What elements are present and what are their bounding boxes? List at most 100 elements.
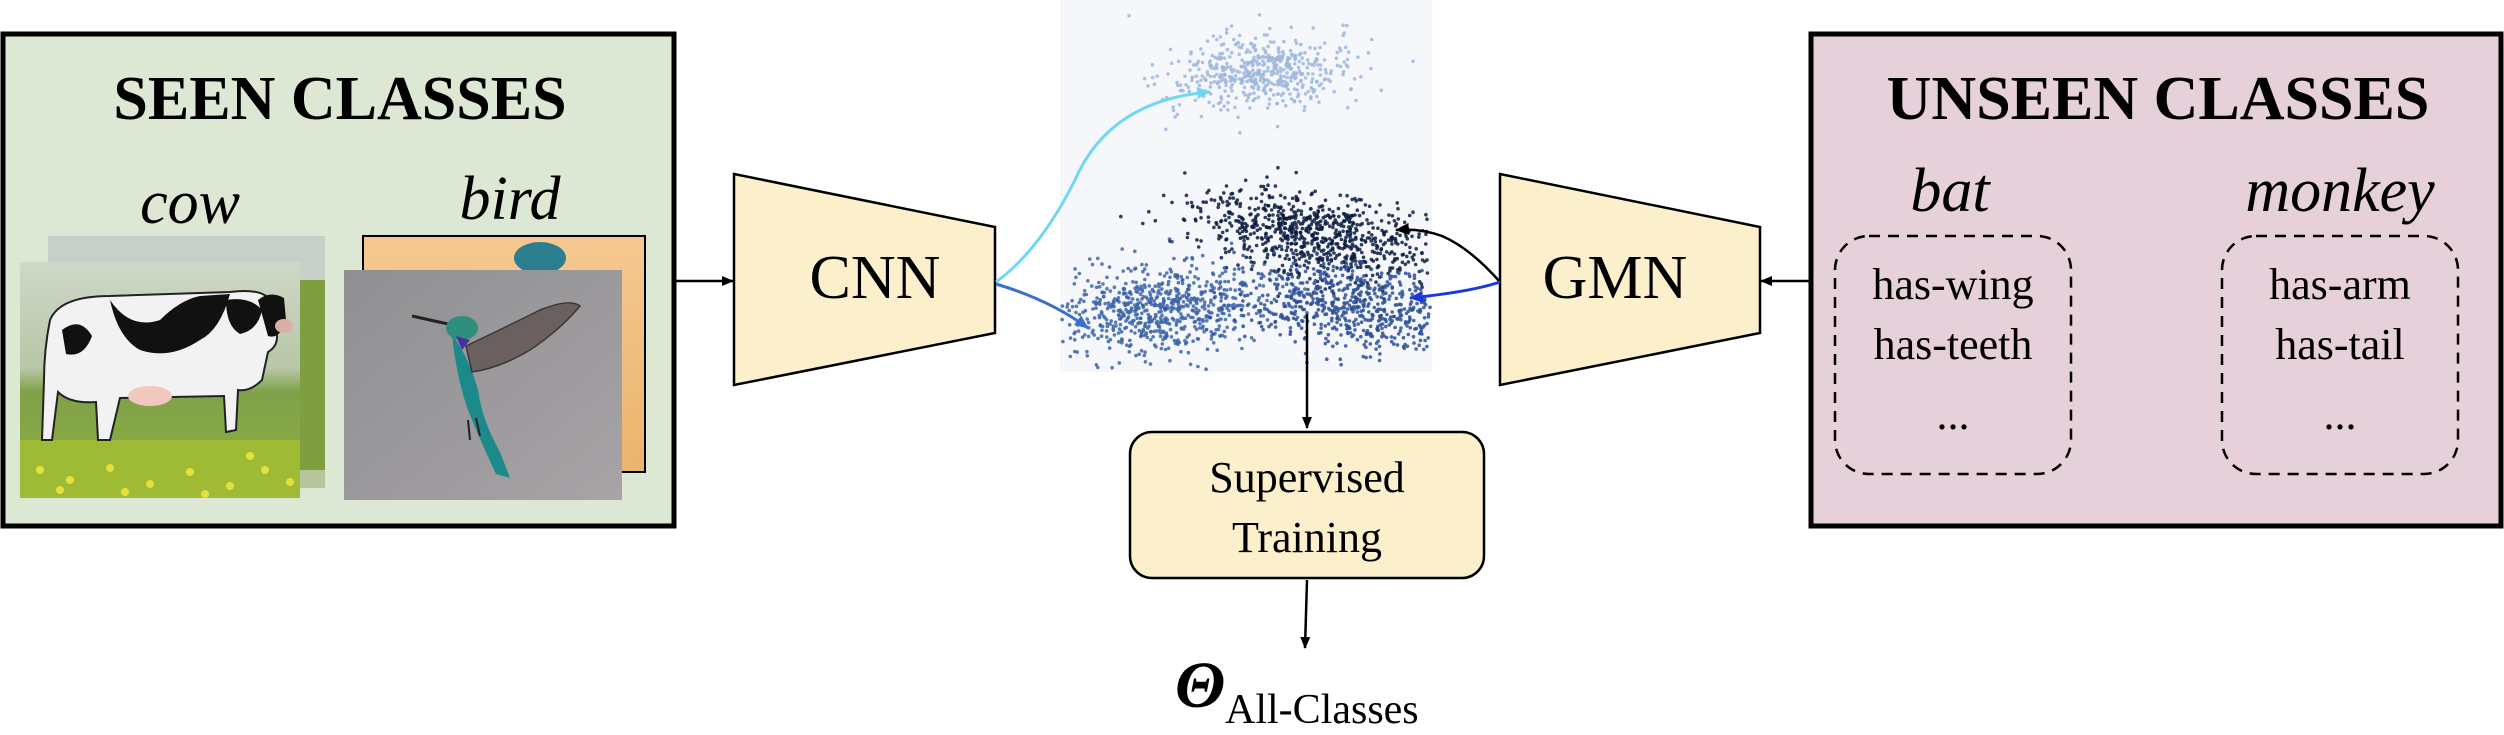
embedding-point xyxy=(1369,267,1373,271)
embedding-point xyxy=(1331,264,1336,269)
embedding-point xyxy=(1232,250,1236,255)
embedding-point xyxy=(1392,252,1397,256)
embedding-point xyxy=(1333,274,1338,278)
embedding-point xyxy=(1159,282,1164,287)
embedding-point xyxy=(1251,279,1256,283)
embedding-point xyxy=(1127,13,1131,18)
embedding-point xyxy=(1133,325,1138,329)
embedding-point xyxy=(1205,280,1209,284)
embedding-point xyxy=(1086,334,1091,339)
embedding-point xyxy=(1355,275,1360,280)
embedding-point xyxy=(1310,253,1314,258)
embedding-point xyxy=(1345,105,1350,110)
embedding-point xyxy=(1160,313,1164,318)
embedding-point xyxy=(1159,346,1164,351)
embedding-point xyxy=(1158,272,1162,276)
embedding-point xyxy=(1281,52,1286,57)
embedding-point xyxy=(1287,257,1291,262)
embedding-point xyxy=(1129,292,1133,296)
embedding-point xyxy=(1143,277,1147,282)
embedding-point xyxy=(1198,322,1202,326)
embedding-point xyxy=(1068,336,1073,340)
embedding-point xyxy=(1091,300,1096,304)
embedding-point xyxy=(1278,216,1283,221)
embedding-point xyxy=(1344,267,1348,272)
embedding-point xyxy=(1097,280,1101,285)
embedding-point xyxy=(1283,83,1287,88)
embedding-point xyxy=(1382,256,1387,261)
embedding-point xyxy=(1277,267,1281,272)
embedding-point xyxy=(1315,236,1319,241)
embedding-point xyxy=(1140,311,1144,316)
embedding-point xyxy=(1271,223,1275,228)
embedding-point xyxy=(1288,92,1292,96)
embedding-point xyxy=(1200,60,1205,65)
embedding-point xyxy=(1179,88,1184,93)
embedding-point xyxy=(1110,302,1114,307)
embedding-point xyxy=(1395,201,1399,205)
embedding-point xyxy=(1353,259,1358,263)
embedding-point xyxy=(1139,334,1143,338)
embedding-point xyxy=(1366,283,1371,287)
embedding-point xyxy=(1231,196,1236,200)
embedding-point xyxy=(1266,59,1270,63)
embedding-point xyxy=(1286,55,1290,60)
embedding-point xyxy=(1115,276,1119,280)
embedding-point xyxy=(1315,296,1319,301)
embedding-point xyxy=(1369,66,1373,71)
embedding-point xyxy=(1277,221,1281,225)
embedding-point xyxy=(1164,127,1168,132)
embedding-point xyxy=(1323,287,1328,291)
embedding-point xyxy=(1066,302,1070,306)
embedding-point xyxy=(1311,300,1315,305)
embedding-point xyxy=(1293,299,1298,303)
embedding-point xyxy=(1357,197,1362,202)
embedding-point xyxy=(1169,335,1174,339)
embedding-point xyxy=(1374,347,1378,351)
embedding-point xyxy=(1300,254,1304,259)
embedding-point xyxy=(1269,208,1274,212)
embedding-point xyxy=(1425,321,1429,326)
embedding-point xyxy=(1245,293,1250,298)
embedding-point xyxy=(1354,317,1358,322)
embedding-point xyxy=(1240,58,1244,62)
embedding-point xyxy=(1378,352,1382,356)
embedding-point xyxy=(1348,233,1353,237)
embedding-point xyxy=(1333,231,1338,235)
embedding-point xyxy=(1349,306,1354,311)
embedding-point xyxy=(1254,196,1259,201)
embedding-point xyxy=(1135,298,1140,302)
embedding-point xyxy=(1249,212,1253,216)
embedding-point xyxy=(1288,304,1292,308)
embedding-point xyxy=(1295,82,1300,86)
embedding-point xyxy=(1322,252,1326,257)
embedding-point xyxy=(1168,327,1173,332)
embedding-point xyxy=(1250,264,1255,268)
embedding-point xyxy=(1229,50,1234,55)
embedding-point xyxy=(1226,94,1231,98)
embedding-point xyxy=(1408,306,1412,311)
embedding-point xyxy=(1285,245,1290,249)
embedding-point xyxy=(1358,265,1363,270)
embedding-point xyxy=(1276,92,1280,96)
embedding-point xyxy=(1209,81,1213,85)
embedding-point xyxy=(1333,218,1338,222)
embedding-point xyxy=(1173,115,1177,119)
embedding-point xyxy=(1364,332,1369,337)
embedding-point xyxy=(1194,327,1199,332)
embedding-point xyxy=(1417,280,1422,284)
embedding-point xyxy=(1339,237,1344,242)
embedding-point xyxy=(1150,75,1155,80)
embedding-point xyxy=(1278,193,1283,198)
embedding-point xyxy=(1281,91,1286,96)
embedding-point xyxy=(1288,329,1293,334)
embedding-point xyxy=(1117,290,1121,295)
embedding-point xyxy=(1249,76,1254,81)
embedding-point xyxy=(1256,95,1261,99)
embedding-point xyxy=(1251,45,1256,50)
embedding-point xyxy=(1118,322,1123,327)
embedding-point xyxy=(1306,252,1311,257)
embedding-point xyxy=(1240,229,1245,234)
embedding-point xyxy=(1358,314,1362,318)
embedding-point xyxy=(1423,302,1428,307)
